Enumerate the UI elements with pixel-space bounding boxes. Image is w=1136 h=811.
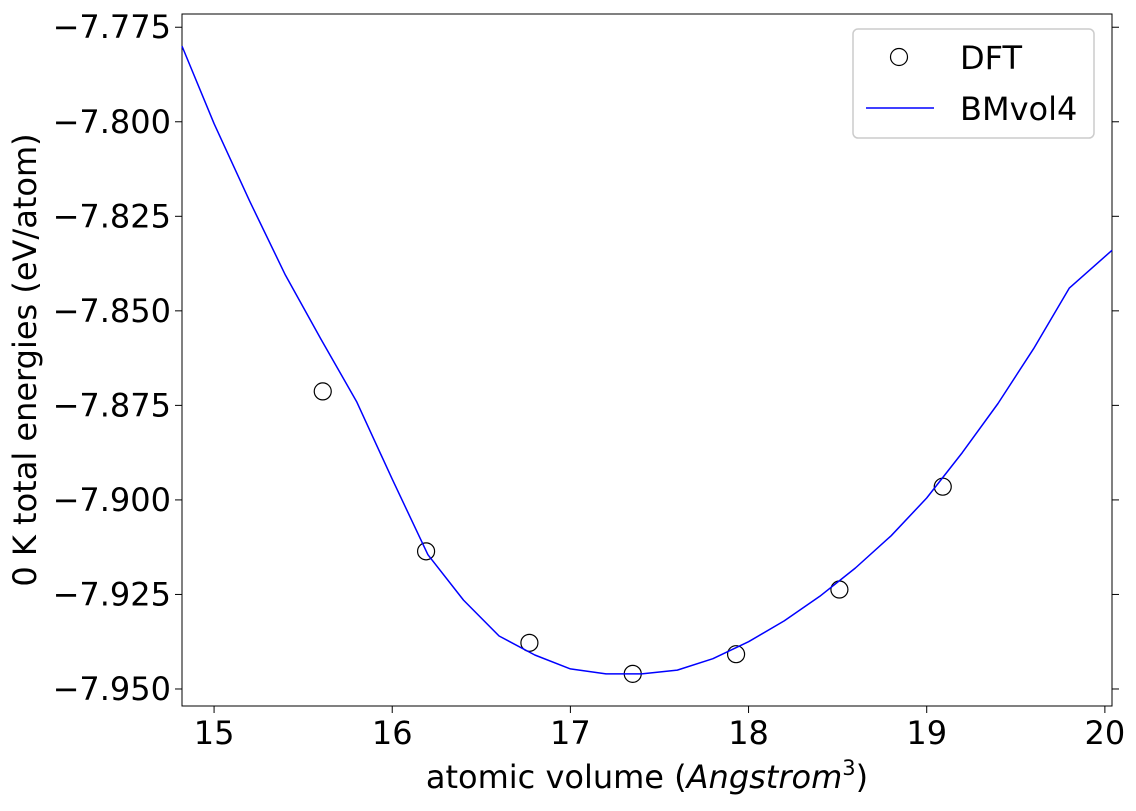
x-tick-label: 15 [194, 714, 235, 752]
data-point-dft [830, 580, 849, 599]
legend-bmvol4-label: BMvol4 [960, 90, 1077, 128]
y-tick-label: −7.825 [53, 197, 171, 235]
x-tick-label: 18 [728, 714, 769, 752]
y-tick-label: −7.800 [53, 103, 171, 141]
chart-marks [181, 45, 1113, 683]
data-point-dft [416, 542, 436, 561]
x-tick-label: 20 [1085, 714, 1126, 752]
y-tick-label: −7.875 [53, 386, 171, 424]
y-tick-label: −7.850 [53, 292, 171, 330]
x-tick-label: 19 [906, 714, 947, 752]
legend: DFT BMvol4 [852, 28, 1095, 139]
data-point-dft [933, 477, 952, 496]
data-point-dft [726, 645, 746, 664]
y-tick-label: −7.775 [53, 8, 171, 46]
x-tick-label: 16 [372, 714, 413, 752]
legend-box [852, 28, 1095, 139]
y-tick-label: −7.950 [53, 670, 171, 708]
y-axis-label: 0 K total energies (eV/atom) [6, 133, 44, 586]
x-axis-label: atomic volume (Angstrom3) [426, 756, 868, 796]
x-axis-ticks: 15 16 17 18 19 20 [194, 706, 1126, 752]
legend-dft-marker-icon [889, 47, 909, 67]
series-line-bmvol4 [181, 45, 1113, 675]
plot-area-frame [181, 13, 1113, 707]
y-tick-label: −7.925 [53, 575, 171, 613]
legend-dft-label: DFT [960, 39, 1022, 77]
x-tick-label: 17 [550, 714, 591, 752]
y-tick-label: −7.900 [53, 481, 171, 519]
data-point-dft [313, 382, 332, 401]
y-axis-ticks: −7.775 −7.800 −7.825 −7.850 −7.875 −7.900 −7.9… [53, 8, 1119, 708]
